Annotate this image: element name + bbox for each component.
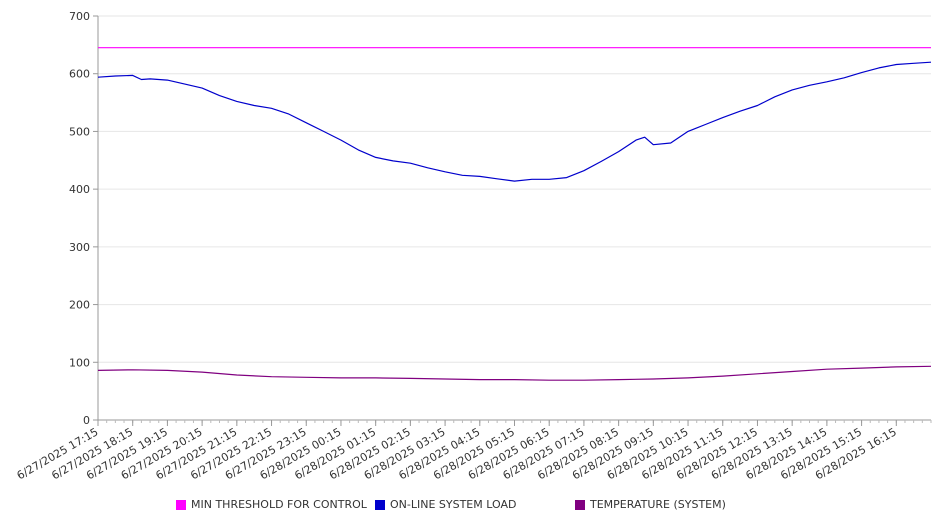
series-line-system-load: [97, 61, 932, 182]
y-tick-label: 700: [69, 10, 90, 23]
series-line-temperature: [97, 365, 932, 381]
legend-item-temperature: TEMPERATURE (SYSTEM): [575, 498, 726, 511]
y-tick-label: 0: [83, 414, 90, 427]
y-tick-label: 600: [69, 68, 90, 81]
legend-label-temperature: TEMPERATURE (SYSTEM): [590, 498, 726, 511]
y-tick-label: 200: [69, 299, 90, 312]
x-axis-ticks: 6/27/2025 17:156/27/2025 18:156/27/2025 …: [15, 420, 932, 482]
legend-label-threshold: MIN THRESHOLD FOR CONTROL: [191, 498, 367, 511]
y-tick-label: 500: [69, 125, 90, 138]
legend-swatch-threshold: [176, 499, 186, 510]
legend-swatch-temperature: [575, 499, 585, 510]
legend-label-system-load: ON-LINE SYSTEM LOAD: [390, 498, 517, 511]
y-tick-label: 300: [69, 241, 90, 254]
axes: [97, 16, 931, 421]
legend-item-threshold: MIN THRESHOLD FOR CONTROL: [176, 498, 367, 511]
grid-lines: [98, 15, 931, 363]
legend-item-system-load: ON-LINE SYSTEM LOAD: [375, 498, 516, 511]
legend-swatch-system-load: [375, 499, 385, 510]
y-axis-ticks: 0 100 200 300 400 500 600 700: [69, 10, 98, 427]
y-tick-label: 100: [69, 356, 90, 369]
series-lines: [97, 47, 932, 381]
legend: MIN THRESHOLD FOR CONTROL ON-LINE SYSTEM…: [0, 498, 946, 514]
y-tick-label: 400: [69, 183, 90, 196]
